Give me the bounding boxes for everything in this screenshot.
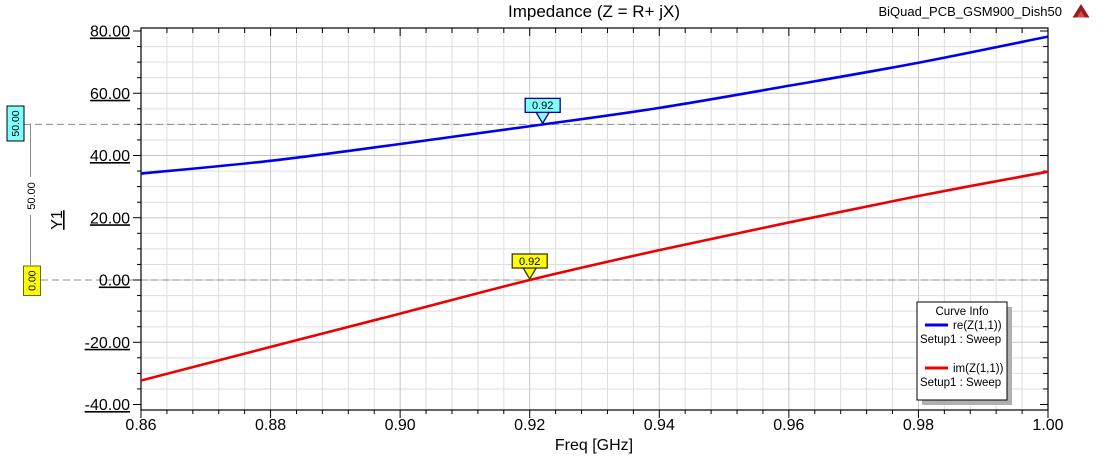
curve-layer [141, 35, 1048, 382]
legend-sublabel-re: Setup1 : Sweep [920, 334, 1001, 346]
reference-box-label: 50.00 [10, 110, 22, 136]
y-tick-label: 80.00 [90, 24, 130, 41]
app-logo-icon [1072, 4, 1090, 18]
x-axis-title: Freq [GHz] [555, 437, 633, 454]
delta-ruler: 50.00 [26, 123, 38, 266]
x-tick-label: 0.94 [644, 417, 675, 434]
plot-border [140, 27, 1049, 411]
y-tick-label: 40.00 [90, 148, 130, 165]
legend-sublabel-im: Setup1 : Sweep [920, 377, 1001, 389]
x-tick-label: 0.92 [514, 417, 545, 434]
marker-flag[interactable]: 0.92 [524, 97, 561, 125]
marker-flag[interactable]: 0.92 [511, 253, 548, 281]
marker-label: 0.92 [519, 256, 540, 268]
marker-box [524, 97, 561, 114]
y-tick-label: -40.00 [85, 397, 130, 414]
marker-pointer [535, 111, 551, 125]
im-curve[interactable] [141, 170, 1048, 382]
legend-title: Curve Info [935, 306, 988, 318]
x-tick-label: 0.98 [903, 417, 934, 434]
x-tick-label: 0.86 [125, 417, 156, 434]
reference-box-label: 0.00 [27, 270, 39, 291]
chart-title: Impedance (Z = R+ jX) [508, 2, 680, 21]
y-tick-label: 0.00 [99, 273, 130, 290]
reference-box-rect[interactable] [6, 105, 25, 142]
y-tick-label: 20.00 [90, 210, 130, 227]
reference-value-box-50[interactable]: 50.00 [6, 105, 25, 142]
legend[interactable]: Curve Info re(Z(1,1)) Setup1 : Sweep im(… [916, 301, 1012, 405]
x-tick-label: 0.90 [385, 417, 416, 434]
legend-label-im: im(Z(1,1)) [953, 363, 1004, 375]
reference-value-box-0[interactable]: 0.00 [23, 265, 41, 296]
project-name: BiQuad_PCB_GSM900_Dish50 [878, 4, 1062, 19]
x-tick-label: 0.96 [773, 417, 804, 434]
legend-box[interactable] [916, 301, 1008, 401]
delta-ruler-label: 50.00 [26, 182, 38, 210]
x-tick-label: 1.00 [1032, 417, 1063, 434]
grid-layer [141, 28, 1048, 410]
marker-layer: 0.92 0.92 [511, 97, 561, 281]
reference-box-rect[interactable] [23, 265, 41, 296]
marker-label: 0.92 [532, 100, 553, 112]
legend-label-re: re(Z(1,1)) [953, 320, 1002, 332]
y-axis-title: Y1 [49, 210, 66, 230]
y-tick-label: -20.00 [85, 335, 130, 352]
y-tick-label: 60.00 [90, 86, 130, 103]
re-curve[interactable] [141, 35, 1048, 175]
marker-pointer [522, 267, 538, 281]
x-tick-label: 0.88 [255, 417, 286, 434]
marker-box [511, 253, 548, 269]
tick-layer: 0.86 0.88 0.90 0.92 0.94 0.96 0.98 1.00 80.00 60.… [85, 24, 1064, 435]
